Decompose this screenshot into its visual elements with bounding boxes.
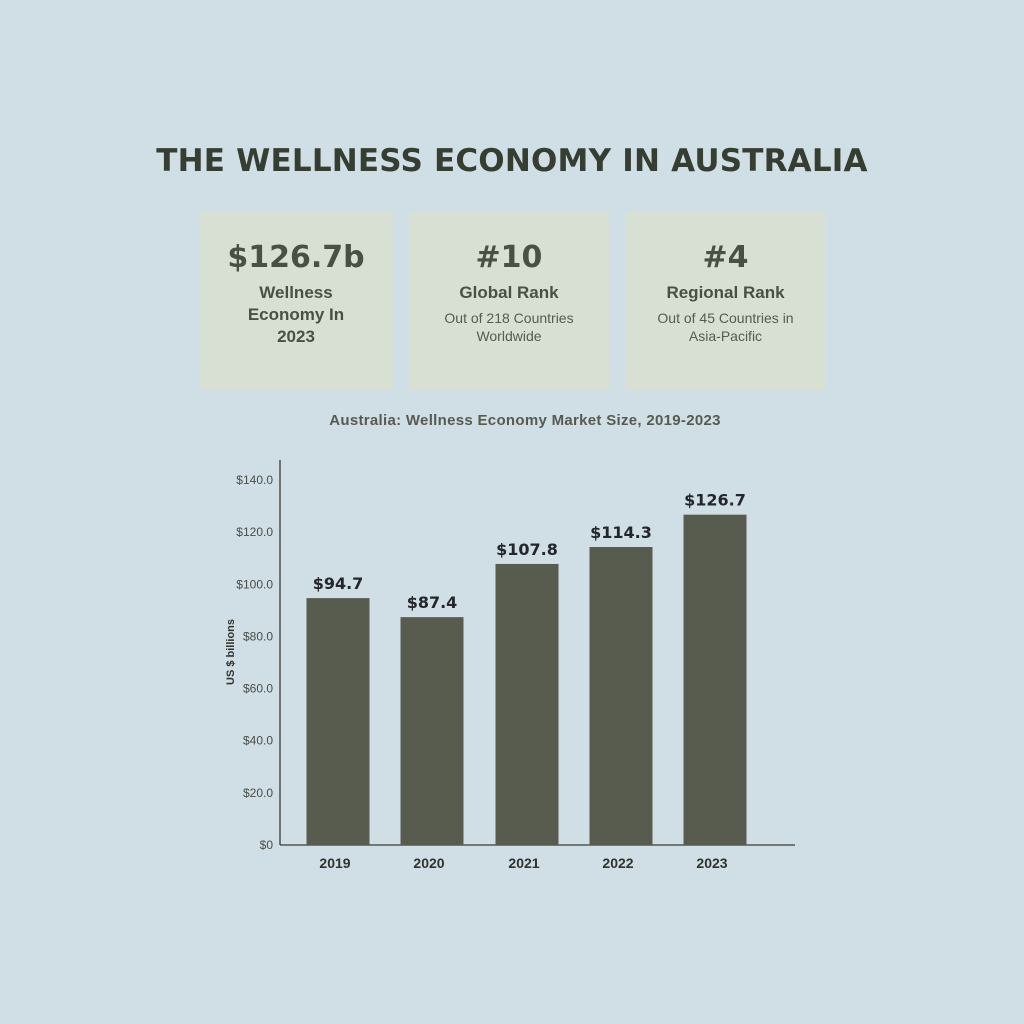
stat-subtext: Out of 45 Countries in Asia-Pacific (657, 310, 794, 344)
y-tick-label: $60.0 (243, 682, 273, 696)
x-tick-label-2019: 2019 (319, 855, 350, 871)
data-label-2019: $94.7 (313, 574, 364, 593)
bar-2023 (683, 514, 747, 845)
bar-2021 (495, 563, 559, 845)
x-tick-label-2022: 2022 (602, 855, 633, 871)
data-label-2020: $87.4 (407, 593, 458, 612)
bar-2020 (400, 617, 464, 845)
stat-value: #10 (475, 240, 543, 275)
y-tick-label: $100.0 (236, 577, 273, 591)
y-tick-label: $0 (260, 838, 274, 852)
stat-card-wellness-economy: $126.7b Wellness Economy In 2023 (199, 212, 393, 389)
stat-label: Wellness Economy In 2023 (247, 283, 345, 346)
stat-value: #4 (702, 240, 749, 275)
stat-card-global-rank: #10 Global Rank Out of 218 Countries Wor… (409, 212, 609, 389)
stat-subtext: Out of 218 Countries Worldwide (444, 310, 574, 344)
data-label-2022: $114.3 (590, 523, 652, 542)
y-tick-label: $40.0 (243, 734, 273, 748)
x-tick-label-2023: 2023 (696, 855, 727, 871)
stat-label: Global Rank (459, 283, 559, 302)
stat-label: Regional Rank (666, 283, 785, 302)
x-tick-label-2021: 2021 (508, 855, 539, 871)
y-tick-label: $20.0 (243, 786, 273, 800)
x-tick-label-2020: 2020 (413, 855, 444, 871)
bar-2019 (306, 598, 370, 845)
data-label-2023: $126.7 (684, 491, 746, 510)
stat-card-regional-rank: #4 Regional Rank Out of 45 Countries in … (625, 212, 826, 389)
data-label-2021: $107.8 (496, 540, 558, 559)
y-tick-label: $80.0 (243, 629, 273, 643)
bar-2022 (589, 547, 653, 845)
y-axis-label: US $ billions (225, 619, 237, 685)
page-title: THE WELLNESS ECONOMY IN AUSTRALIA (156, 143, 868, 179)
chart-title: Australia: Wellness Economy Market Size,… (329, 412, 721, 429)
y-tick-label: $120.0 (236, 525, 273, 539)
stat-value: $126.7b (227, 240, 365, 275)
y-tick-label: $140.0 (236, 473, 273, 487)
